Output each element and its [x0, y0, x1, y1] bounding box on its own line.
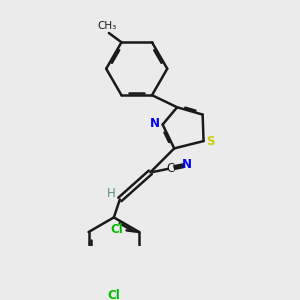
Text: C: C	[167, 162, 175, 175]
Text: S: S	[207, 135, 215, 148]
Text: CH₃: CH₃	[98, 21, 117, 31]
Text: Cl: Cl	[111, 223, 124, 236]
Text: N: N	[182, 158, 192, 172]
Text: N: N	[150, 117, 160, 130]
Text: Cl: Cl	[107, 289, 120, 300]
Text: H: H	[107, 187, 116, 200]
